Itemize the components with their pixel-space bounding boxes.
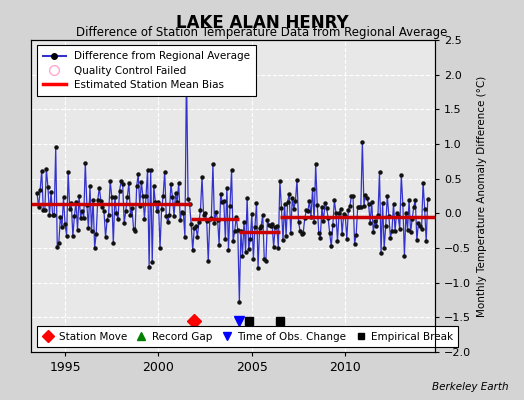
Text: Difference of Station Temperature Data from Regional Average: Difference of Station Temperature Data f… [77,26,447,39]
Y-axis label: Monthly Temperature Anomaly Difference (°C): Monthly Temperature Anomaly Difference (… [477,75,487,317]
Text: LAKE ALAN HENRY: LAKE ALAN HENRY [176,14,348,32]
Legend: Station Move, Record Gap, Time of Obs. Change, Empirical Break: Station Move, Record Gap, Time of Obs. C… [37,326,458,347]
Text: Berkeley Earth: Berkeley Earth [432,382,508,392]
